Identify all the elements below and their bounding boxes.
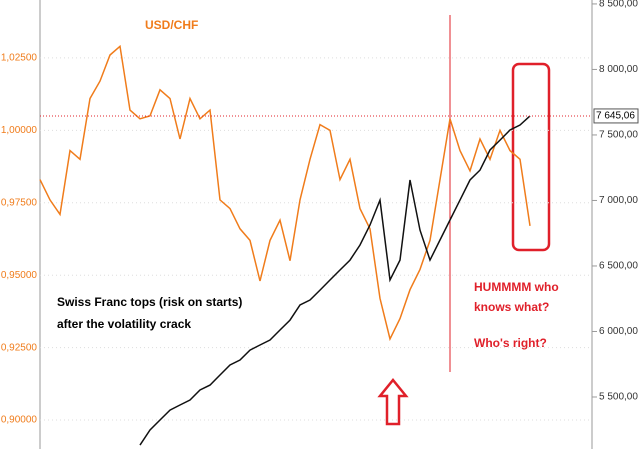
up-arrow [377, 378, 409, 426]
y-tick-label: 0,90000 [1, 415, 38, 426]
y2-tick-label: 6 500,00 [599, 261, 638, 272]
y2-tick-label: 8 000,00 [599, 64, 638, 75]
y-tick-label: 1,02500 [1, 53, 38, 64]
last-value-label: 7 645,06 [596, 111, 635, 122]
y2-tick-label: 8 500,00 [599, 0, 638, 10]
y2-tick-label: 7 000,00 [599, 195, 638, 206]
y-tick-label: 0,95000 [1, 270, 38, 281]
y2-tick-label: 7 500,00 [599, 130, 638, 141]
y2-tick-label: 5 500,00 [599, 392, 638, 403]
series-line [139, 115, 531, 446]
y-tick-label: 0,97500 [1, 197, 38, 208]
annotation: Who's right? [474, 336, 547, 350]
y-tick-label: 0,92500 [1, 342, 38, 353]
highlight-box [511, 62, 551, 252]
annotation: knows what? [474, 300, 549, 314]
y2-tick-label: 6 000,00 [599, 326, 638, 337]
last-value-box [593, 108, 639, 124]
annotation: after the volatility crack [57, 317, 191, 331]
series-line [39, 44, 531, 342]
annotations: USD/CHF Swiss Franc tops (risk on starts… [57, 18, 559, 350]
y-tick-label: 1,00000 [1, 125, 38, 136]
annotation: Swiss Franc tops (risk on starts) [57, 295, 242, 309]
annotation: HUMMMM who [474, 280, 559, 294]
annotation: USD/CHF [145, 18, 198, 32]
